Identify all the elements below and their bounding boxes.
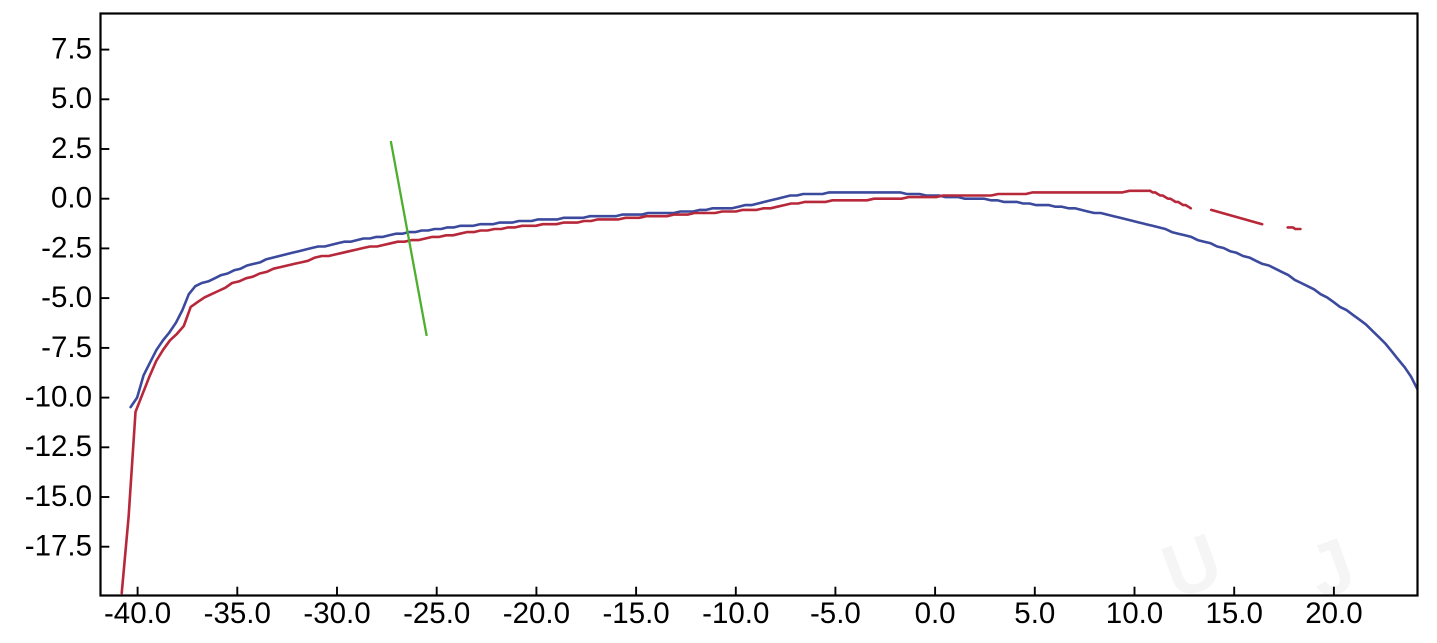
svg-text:-25.0: -25.0 (403, 597, 470, 630)
svg-text:-2.5: -2.5 (41, 231, 92, 264)
svg-text:0.0: 0.0 (51, 182, 92, 215)
svg-text:5.0: 5.0 (51, 82, 92, 115)
svg-text:-5.0: -5.0 (810, 597, 861, 630)
svg-text:0.0: 0.0 (915, 597, 956, 630)
svg-text:-35.0: -35.0 (204, 597, 271, 630)
svg-text:-30.0: -30.0 (303, 597, 370, 630)
svg-text:2.5: 2.5 (51, 132, 92, 165)
svg-text:-15.0: -15.0 (602, 597, 669, 630)
svg-text:-10.0: -10.0 (702, 597, 769, 630)
svg-text:7.5: 7.5 (51, 33, 92, 66)
svg-text:20.0: 20.0 (1305, 597, 1362, 630)
svg-text:5.0: 5.0 (1014, 597, 1055, 630)
svg-text:-10.0: -10.0 (25, 381, 92, 414)
svg-text:-40.0: -40.0 (104, 597, 171, 630)
svg-text:-15.0: -15.0 (25, 480, 92, 513)
svg-text:-12.5: -12.5 (25, 430, 92, 463)
svg-text:-7.5: -7.5 (41, 331, 92, 364)
svg-text:10.0: 10.0 (1106, 597, 1163, 630)
svg-text:-5.0: -5.0 (41, 281, 92, 314)
svg-text:-20.0: -20.0 (503, 597, 570, 630)
svg-text:15.0: 15.0 (1205, 597, 1262, 630)
svg-text:-17.5: -17.5 (25, 530, 92, 563)
